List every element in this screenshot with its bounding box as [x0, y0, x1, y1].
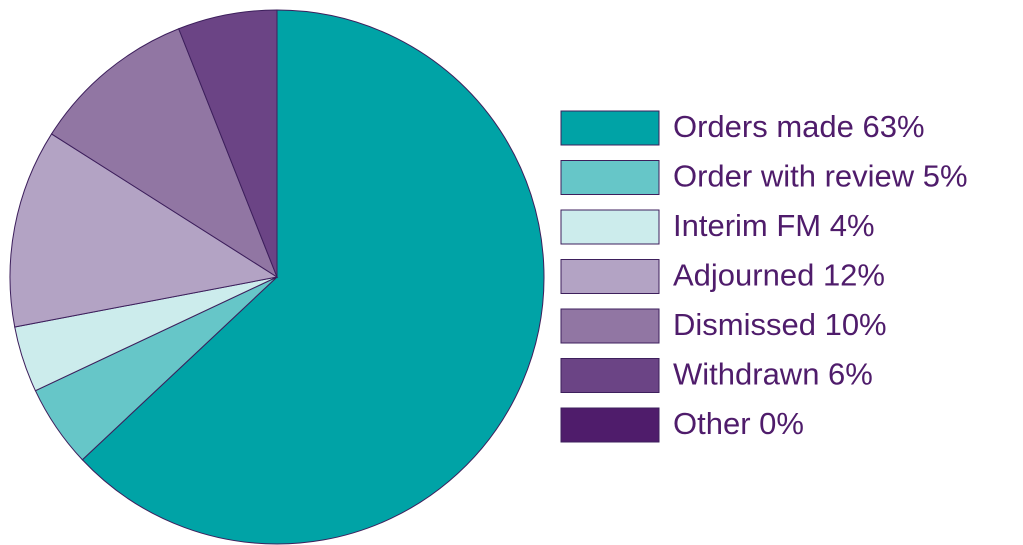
pie-slice	[81, 9, 545, 545]
legend-label: Withdrawn 6%	[673, 357, 873, 392]
legend-label: Dismissed 10%	[673, 307, 887, 342]
legend-swatch	[560, 110, 660, 146]
legend-label: Orders made 63%	[673, 109, 925, 144]
legend-swatch	[560, 259, 660, 294]
legend-swatch	[560, 209, 660, 245]
legend-swatch	[560, 160, 660, 195]
legend-swatch	[560, 308, 660, 344]
pie-slice	[9, 133, 279, 328]
legend-label: Other 0%	[673, 406, 804, 441]
legend-label: Adjourned 12%	[673, 258, 885, 293]
legend-swatch	[560, 358, 660, 393]
pie-slice	[50, 28, 279, 279]
legend-label: Interim FM 4%	[673, 208, 875, 243]
legend-swatch	[560, 407, 660, 443]
legend-label: Order with review 5%	[673, 159, 968, 194]
